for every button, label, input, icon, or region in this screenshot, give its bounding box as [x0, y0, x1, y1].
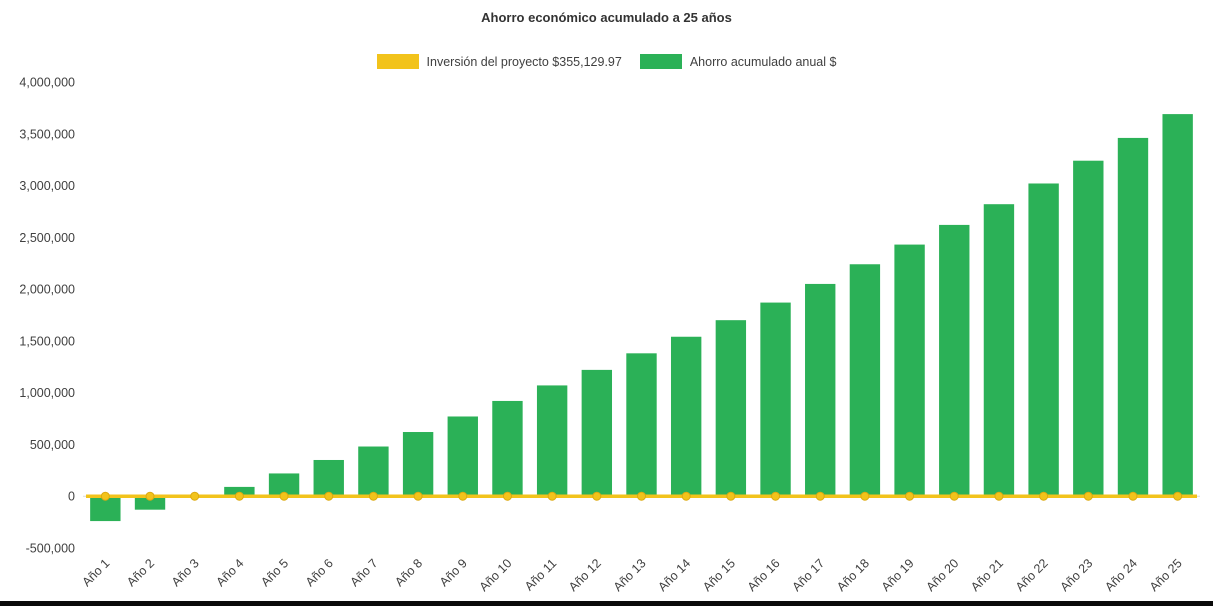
- investment-marker-año-1: [100, 491, 110, 501]
- x-tick-label: Año 25: [1147, 556, 1185, 594]
- investment-marker-año-16: [771, 491, 781, 501]
- legend-swatch-savings-icon: [639, 54, 682, 69]
- investment-marker-año-13: [637, 491, 646, 501]
- bar-año-18: [849, 264, 881, 497]
- investment-marker-año-12: [592, 491, 602, 501]
- investment-marker-año-24: [1128, 491, 1138, 501]
- investment-marker-año-2: [145, 491, 155, 501]
- investment-marker-año-17: [815, 491, 825, 501]
- y-tick-label: 0: [68, 490, 75, 504]
- y-tick-label: -500,000: [26, 542, 75, 556]
- investment-marker-año-18: [860, 491, 870, 501]
- bottom-edge-bar: [0, 601, 1213, 606]
- bar-año-11: [536, 385, 568, 497]
- x-tick-label: Año 5: [258, 556, 291, 589]
- bar-año-24: [1117, 137, 1149, 497]
- x-tick-label: Año 16: [745, 556, 783, 594]
- chart-title: Ahorro económico acumulado a 25 años: [481, 10, 732, 25]
- x-tick-label: Año 24: [1102, 556, 1140, 594]
- investment-marker-año-11: [547, 491, 557, 501]
- x-tick-label: Año 23: [1058, 556, 1096, 594]
- x-tick-label: Año 22: [1013, 556, 1051, 594]
- x-tick-label: Año 3: [169, 556, 202, 589]
- x-tick-label: Año 4: [213, 556, 246, 589]
- y-tick-label: 2,000,000: [19, 283, 75, 297]
- investment-marker-año-20: [949, 491, 959, 501]
- bar-año-22: [1028, 183, 1059, 497]
- investment-marker-año-19: [905, 491, 915, 501]
- investment-marker-año-8: [413, 491, 423, 501]
- x-tick-label: Año 13: [611, 556, 649, 594]
- investment-marker-año-22: [1039, 491, 1049, 501]
- investment-marker-año-15: [726, 491, 736, 501]
- y-tick-label: 2,500,000: [19, 231, 75, 245]
- x-tick-label: Año 7: [348, 556, 381, 589]
- bar-año-23: [1073, 160, 1104, 497]
- investment-marker-año-14: [681, 491, 691, 501]
- bar-año-5: [268, 473, 300, 497]
- investment-marker-año-25: [1173, 491, 1183, 501]
- bar-año-17: [805, 283, 836, 497]
- x-tick-label: Año 10: [477, 556, 515, 594]
- bar-año-10: [492, 400, 523, 497]
- investment-marker-año-3: [190, 491, 200, 501]
- bar-año-16: [760, 302, 791, 497]
- bar-año-4: [224, 486, 255, 497]
- x-tick-label: Año 12: [566, 556, 604, 594]
- legend-swatch-investment-icon: [376, 54, 419, 69]
- bar-año-9: [447, 416, 478, 497]
- bar-año-7: [358, 446, 389, 497]
- bar-año-13: [626, 353, 657, 497]
- bar-año-19: [894, 244, 925, 497]
- investment-marker-año-4: [234, 491, 244, 501]
- legend-label-investment: Inversión del proyecto $355,129.97: [426, 54, 622, 69]
- bar-año-12: [581, 369, 613, 497]
- y-tick-label: 4,000,000: [19, 76, 75, 90]
- bar-año-21: [983, 204, 1015, 497]
- legend-label-savings: Ahorro acumulado anual $: [689, 54, 837, 69]
- legend: Inversión del proyecto $355,129.97 Ahorr…: [0, 54, 1213, 69]
- legend-item-investment: Inversión del proyecto $355,129.97: [376, 54, 622, 69]
- investment-marker-año-21: [994, 491, 1004, 501]
- x-tick-label: Año 11: [522, 556, 559, 593]
- investment-marker-año-6: [324, 491, 334, 501]
- y-tick-label: 500,000: [30, 438, 75, 452]
- x-tick-label: Año 18: [834, 556, 872, 594]
- bar-año-14: [670, 336, 702, 497]
- bar-año-2: [134, 496, 166, 510]
- y-tick-label: 3,000,000: [19, 179, 75, 193]
- bar-año-6: [313, 459, 344, 497]
- investment-marker-año-23: [1083, 491, 1093, 501]
- bar-año-25: [1162, 114, 1193, 497]
- x-tick-label: Año 19: [879, 556, 917, 594]
- y-tick-label: 3,500,000: [19, 127, 75, 141]
- y-tick-label: 1,500,000: [19, 334, 75, 348]
- x-tick-label: Año 15: [700, 556, 738, 594]
- bar-año-20: [939, 224, 970, 497]
- x-tick-label: Año 21: [968, 556, 1006, 594]
- bar-año-15: [715, 320, 747, 497]
- investment-marker-año-9: [458, 491, 468, 501]
- legend-item-savings: Ahorro acumulado anual $: [639, 54, 837, 69]
- x-tick-label: Año 9: [437, 556, 470, 589]
- x-tick-label: Año 6: [303, 556, 336, 589]
- investment-marker-año-7: [368, 491, 378, 501]
- investment-marker-año-5: [279, 491, 289, 501]
- investment-marker-año-10: [502, 491, 512, 501]
- x-tick-label: Año 2: [124, 556, 157, 589]
- x-tick-label: Año 20: [923, 556, 961, 594]
- y-tick-label: 1,000,000: [19, 386, 75, 400]
- bar-año-8: [402, 432, 434, 497]
- x-tick-label: Año 8: [392, 556, 425, 589]
- x-tick-label: Año 14: [655, 556, 693, 594]
- x-tick-label: Año 17: [789, 556, 827, 594]
- x-tick-label: Año 1: [79, 556, 112, 589]
